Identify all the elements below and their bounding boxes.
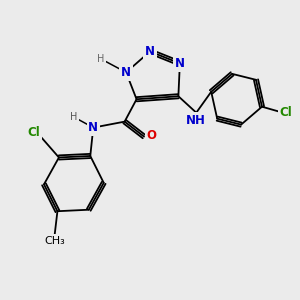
Text: H: H [97,54,104,64]
Text: Cl: Cl [27,126,40,139]
Text: N: N [175,57,185,70]
Text: N: N [121,66,131,79]
Text: NH: NH [186,114,206,127]
Text: CH₃: CH₃ [44,236,65,246]
Text: N: N [145,45,155,58]
Text: O: O [146,129,157,142]
Text: H: H [70,112,77,122]
Text: N: N [88,121,98,134]
Text: Cl: Cl [280,106,292,119]
